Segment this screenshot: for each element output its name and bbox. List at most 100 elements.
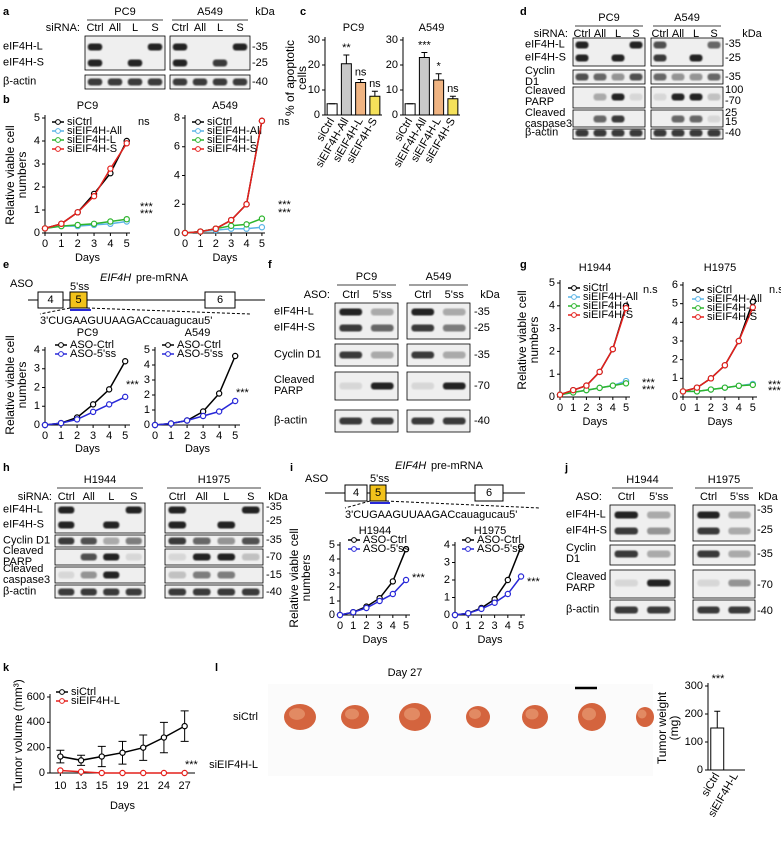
band <box>647 550 671 558</box>
x-tick-label: 0 <box>152 430 158 442</box>
point <box>609 345 617 353</box>
size-marker: -35 <box>266 534 282 546</box>
splice-site: 5'ss <box>70 281 90 293</box>
lane-header: siRNA: <box>534 28 568 40</box>
size-marker: -25 <box>725 52 741 64</box>
transcript-label: pre-mRNA <box>136 272 189 284</box>
x-tick-label: 1 <box>168 430 174 442</box>
blot-title: PC9 <box>114 6 135 18</box>
band <box>127 59 143 67</box>
exon-label: 4 <box>47 294 53 306</box>
chart-title: PC9 <box>343 22 364 34</box>
legend-label: siEIF4H-All <box>67 125 122 137</box>
row-label: β-actin <box>525 126 559 139</box>
point <box>140 744 147 751</box>
point <box>77 768 85 775</box>
point <box>90 220 98 227</box>
band <box>671 129 685 137</box>
row-label: eIF4H-L <box>566 508 606 521</box>
lane-label: L <box>217 22 223 34</box>
band <box>370 324 394 332</box>
legend-label: siCtrl <box>71 686 96 698</box>
y-tick-label: 1 <box>144 404 150 416</box>
annotation: ns <box>355 66 367 78</box>
error-bar <box>343 54 350 64</box>
panel-label: e <box>3 259 9 271</box>
legend-marker <box>571 285 577 291</box>
row-label: eIF4H-L <box>3 503 43 516</box>
band <box>125 553 142 561</box>
annotation: *** <box>278 207 292 219</box>
point <box>243 201 250 208</box>
x-tick-label: 1 <box>58 430 64 442</box>
x-tick-label: 5 <box>623 402 629 414</box>
series-line <box>454 576 522 616</box>
annotation: *** <box>236 387 250 399</box>
point <box>504 590 512 598</box>
band <box>192 553 211 561</box>
blot-title: A549 <box>426 271 452 283</box>
band <box>614 527 638 535</box>
annotation: ** <box>342 42 351 54</box>
y-tick-label: 2 <box>34 181 40 193</box>
point <box>376 597 383 605</box>
band <box>411 417 435 425</box>
point <box>231 352 239 360</box>
point <box>58 220 65 227</box>
band <box>647 527 671 535</box>
band <box>232 43 248 51</box>
y-tick-label: 10 <box>386 84 398 96</box>
band <box>707 73 721 81</box>
y-tick-label: 2 <box>174 198 180 210</box>
size-marker: -35 <box>725 38 741 50</box>
lane-label: All <box>109 22 121 34</box>
point <box>181 769 188 777</box>
blot-panel <box>609 599 676 621</box>
y-tick-label: 0 <box>672 391 678 403</box>
band <box>192 588 211 596</box>
band <box>80 571 97 579</box>
band <box>168 553 187 561</box>
y-tick-label: 1 <box>34 400 40 412</box>
band <box>689 129 703 137</box>
band <box>629 129 643 137</box>
lane-header: ASO: <box>576 491 602 503</box>
blot-title: A549 <box>197 6 223 18</box>
y-tick-label: 0 <box>444 609 450 621</box>
point <box>609 382 617 389</box>
y-axis-label: Tumor weight (mg) <box>655 691 681 765</box>
blot-panel <box>84 74 166 90</box>
unit-label: kDa <box>758 491 778 503</box>
band <box>442 417 466 425</box>
x-tick-label: 3 <box>492 620 498 632</box>
legend-label: ASO-5'ss <box>363 543 410 555</box>
point <box>258 117 266 125</box>
lane-label: S <box>632 28 639 40</box>
tumor-highlight <box>469 709 481 719</box>
y-tick-label: 3 <box>144 374 150 386</box>
point <box>57 419 65 427</box>
lane-label: Ctrl <box>700 491 717 503</box>
x-axis-label: Days <box>212 252 238 264</box>
band <box>611 115 625 123</box>
annotation: *** <box>278 199 292 211</box>
row-label: β-actin <box>3 585 37 598</box>
band <box>192 78 208 86</box>
band <box>593 129 607 137</box>
y-tick-label: 3 <box>34 158 40 170</box>
chart-title: H1944 <box>579 262 611 274</box>
row-label: Cleaved PARP <box>274 374 315 397</box>
legend-marker <box>351 537 357 543</box>
point <box>258 224 266 231</box>
size-marker: -70 <box>266 551 282 563</box>
point <box>181 229 189 237</box>
band <box>689 73 703 81</box>
band <box>629 73 643 81</box>
x-tick-label: 1 <box>350 620 356 632</box>
band <box>103 521 120 529</box>
band <box>232 78 248 86</box>
legend-marker <box>165 342 171 348</box>
series-line <box>454 546 522 616</box>
band <box>728 606 751 614</box>
point <box>89 408 97 416</box>
